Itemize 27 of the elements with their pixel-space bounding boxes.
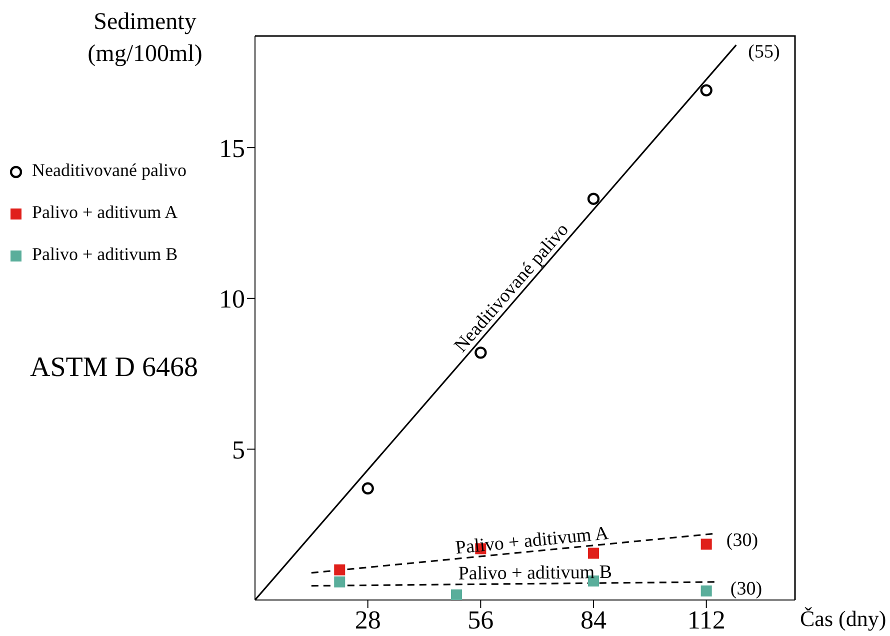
point	[334, 576, 346, 588]
point	[587, 192, 600, 205]
x-tick-label: 28	[354, 605, 381, 634]
text: Palivo + aditivum A	[454, 522, 610, 559]
legend-label: Palivo + aditivum B	[32, 244, 178, 264]
x-tick-label: 112	[687, 605, 726, 634]
y-tick-label: 15	[219, 134, 245, 163]
point	[700, 84, 712, 96]
point	[334, 564, 346, 576]
point	[588, 548, 600, 559]
x-tick-label: 56	[468, 605, 494, 634]
annotation: (30)	[730, 578, 762, 600]
y-tick-label: 5	[232, 435, 245, 464]
point	[450, 589, 462, 600]
point	[700, 585, 712, 596]
y-tick-label: 10	[219, 284, 245, 314]
legend-label: Neaditivované palivo	[32, 160, 186, 180]
series-label: Palivo + aditivum B	[458, 562, 612, 584]
point	[700, 538, 712, 550]
annotation: (30)	[726, 530, 758, 552]
x-axis-title: Čas (dny)	[800, 606, 886, 632]
legend-label: Palivo + aditivum A	[32, 202, 178, 222]
text: ASTM D 6468	[30, 352, 198, 384]
x-tick-label: 84	[580, 605, 607, 634]
annotation: (55)	[748, 41, 780, 62]
y-axis-title: Sedimenty (mg/100ml)	[86, 8, 204, 69]
point	[362, 482, 374, 495]
